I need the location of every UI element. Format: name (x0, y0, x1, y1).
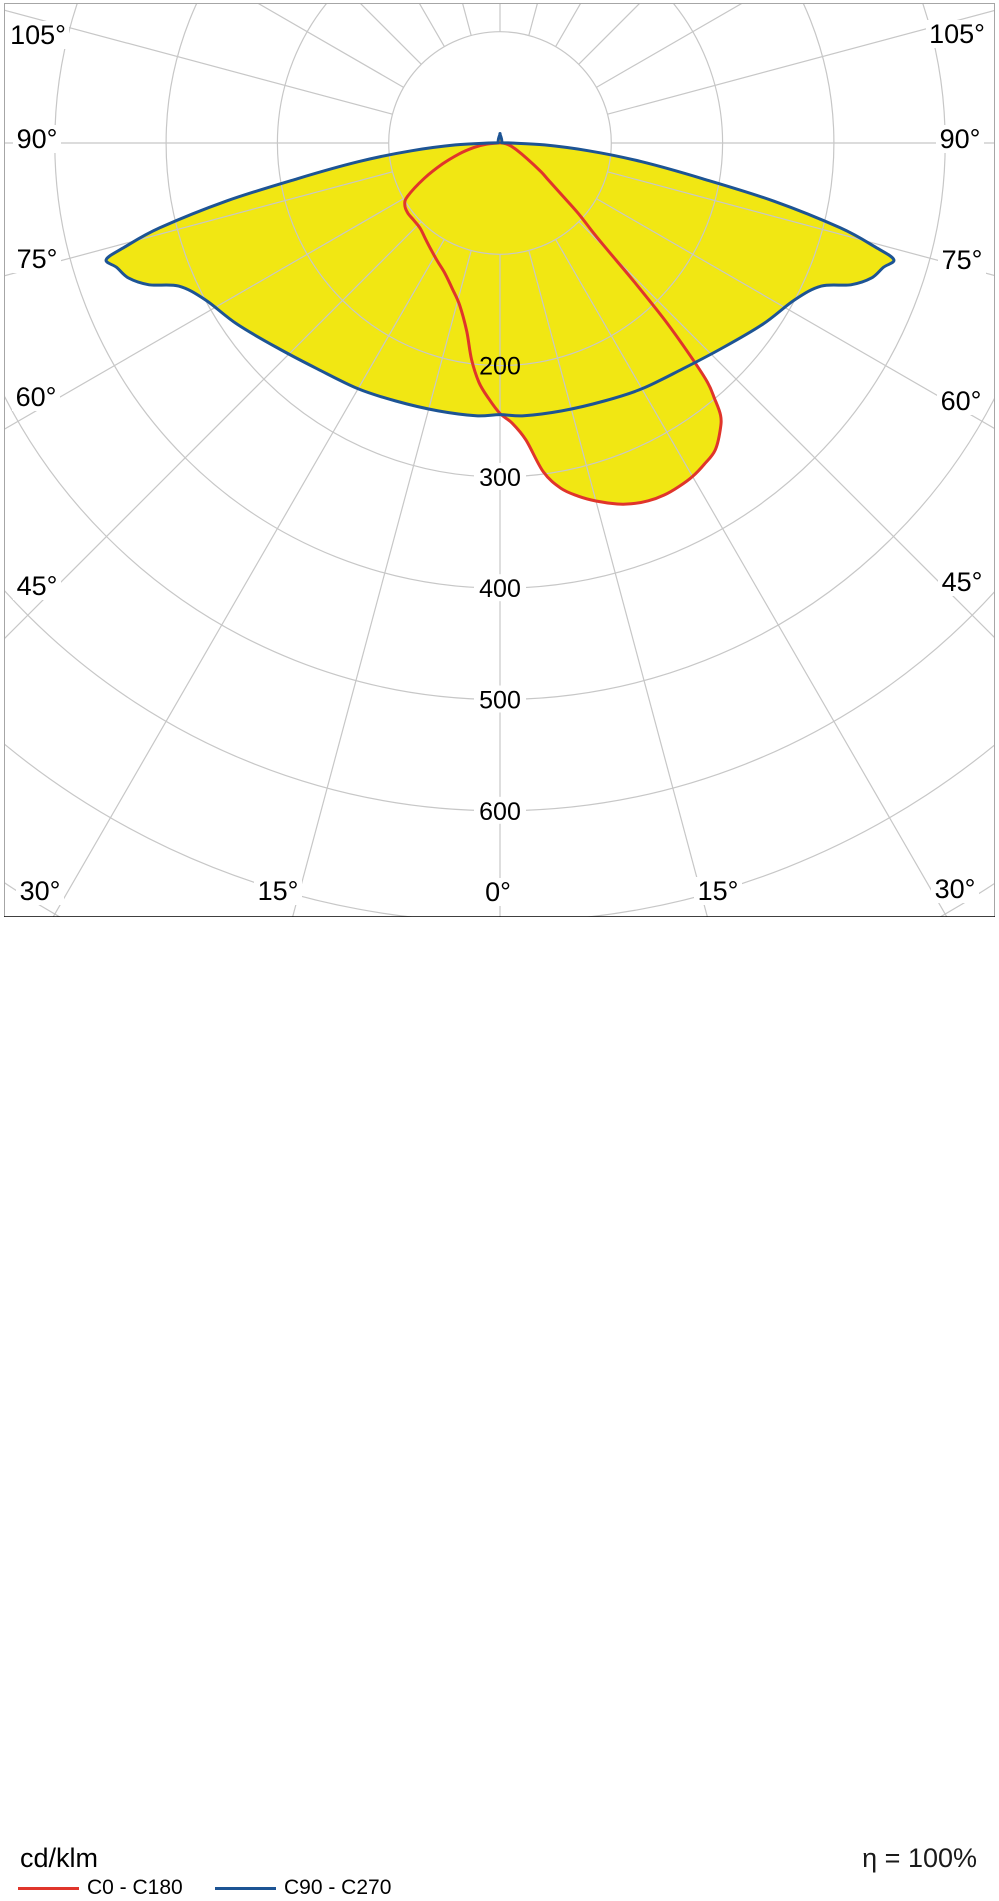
angle-label-75deg: 75° (942, 245, 983, 275)
angle-label-15deg: 15° (698, 876, 739, 906)
angle-label-45deg: 45° (942, 567, 983, 597)
angle-label-30deg: 30° (935, 874, 976, 904)
angle-labels: 105° 90° 75° 60° 45° 30° 105° 90° 75° 60° 45° 30° 15… (7, 19, 988, 907)
curve-C0-C180 (403, 141, 723, 506)
radial-tick-400: 400 (479, 575, 521, 603)
angle-label-90deg: 90° (17, 124, 58, 154)
angle-label-45deg: 45° (17, 571, 58, 601)
legend-line-c90-c270 (215, 1886, 276, 1890)
angle-label-0deg: 0° (485, 877, 511, 907)
legend-item-c90-c270: C90 - C270 (215, 1875, 391, 1901)
radial-tick-300: 300 (479, 464, 521, 492)
angle-label-60deg: 60° (941, 386, 982, 416)
radial-tick-200: 200 (479, 353, 521, 381)
angle-label-105deg: 105° (10, 20, 66, 50)
units-label: cd/klm (20, 1843, 99, 1873)
legend-label-c0-c180: C0 - C180 (87, 1876, 183, 1899)
radial-tick-500: 500 (479, 687, 521, 715)
angle-label-60deg: 60° (16, 382, 57, 412)
angle-label-30deg: 30° (20, 876, 61, 906)
angle-label-105deg: 105° (929, 19, 985, 49)
radial-tick-600: 600 (479, 798, 521, 826)
legend-label-c90-c270: C90 - C270 (284, 1876, 392, 1899)
photometric-curves (104, 132, 896, 506)
legend-item-c0-c180: C0 - C180 (18, 1875, 183, 1901)
angle-label-90deg: 90° (940, 124, 981, 154)
efficiency-label: η = 100% (862, 1843, 977, 1873)
curve-C90-C270 (104, 132, 896, 418)
angle-label-75deg: 75° (17, 244, 58, 274)
legend-line-c0-c180 (18, 1886, 79, 1890)
radial-value-labels: 200 300 400 500 600 (474, 353, 526, 826)
polar-photometric-diagram: 200 300 400 500 600 105° 90° 75° 60° 45° 30° 105° 9… (4, 3, 995, 919)
footer: cd/klm η = 100% C0 - C180 C90 - C270 (0, 917, 999, 1899)
angle-label-15deg: 15° (258, 876, 299, 906)
